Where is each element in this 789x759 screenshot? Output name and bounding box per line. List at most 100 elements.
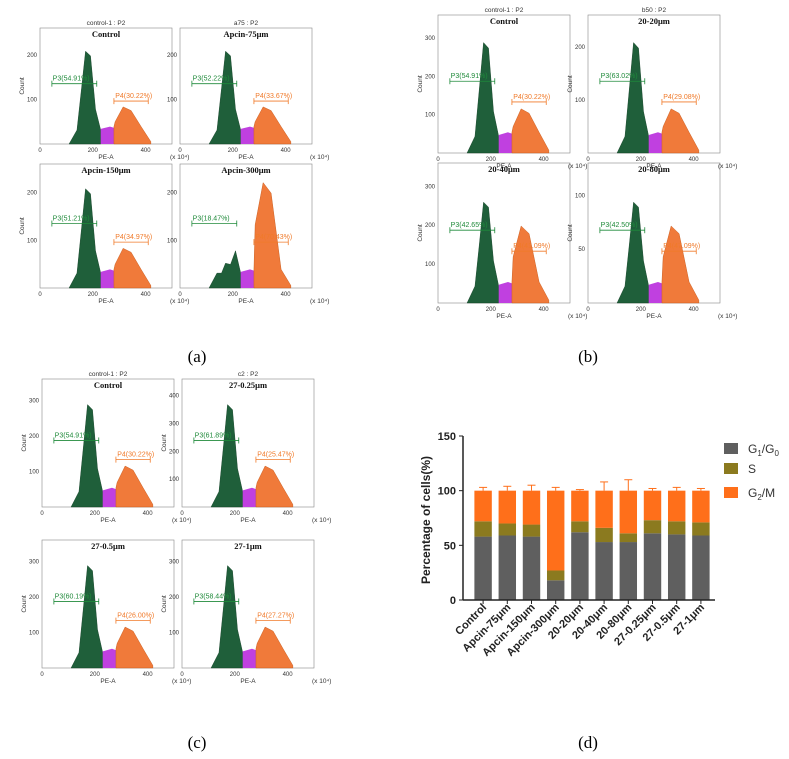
- histogram-x-unit: (x 10⁴): [718, 163, 737, 170]
- histogram-y-tick: 200: [425, 223, 436, 229]
- histogram-x-tick: 200: [486, 157, 497, 163]
- histogram-y-tick: 100: [27, 97, 38, 103]
- histogram-y-label: Count: [161, 595, 168, 613]
- histogram-y-tick: 100: [167, 97, 178, 103]
- legend-swatch-g2m: [724, 487, 738, 498]
- histogram-condition: Apcin-300μm: [221, 165, 270, 175]
- histogram-g2-peak: [511, 225, 550, 304]
- histogram-x-unit: (x 10⁴): [312, 678, 331, 685]
- bar-s: [474, 521, 492, 537]
- histogram-frame: [437, 162, 571, 304]
- histogram-panel-3: Apcin-150μm 100 200 0 200 400 PE-A (x 10⁴) Count…: [19, 163, 189, 305]
- histogram-layer: control-1 : P2 Control 100 200 0 200 400 PE-A (x…: [19, 7, 737, 685]
- gate-p3-label: P3(63.02%): [601, 73, 638, 80]
- gate-p4-label: P4(30.22%): [117, 452, 154, 459]
- histogram-condition: 20-80μm: [638, 164, 670, 174]
- histogram-g1-peak: [70, 565, 103, 669]
- legend-swatch-g1: [724, 443, 738, 454]
- cell-cycle-bar-chart: 050100150ControlApcin-75μmApcin-150μmApc…: [419, 431, 779, 659]
- histogram-frame: [181, 378, 315, 508]
- histogram-condition: 27-0.5μm: [91, 541, 125, 551]
- bar-g1-g0: [474, 536, 492, 600]
- histogram-s-region: [498, 132, 512, 153]
- histogram-file-title: control-1 : P2: [89, 371, 128, 378]
- histogram-y-tick: 200: [167, 191, 178, 197]
- gate-p3-label: P3(54.91%): [451, 73, 488, 80]
- gate-p3-label: P3(18.47%): [193, 216, 230, 223]
- histogram-x-unit: (x 10⁴): [312, 517, 331, 524]
- histogram-x-tick: 400: [143, 672, 154, 678]
- histogram-y-tick: 300: [169, 559, 180, 565]
- histogram-s-region: [648, 282, 662, 303]
- histogram-x-unit: (x 10⁴): [718, 313, 737, 320]
- histogram-panel-8: 20-80μm 50 100 0 200 400 PE-A (x 10⁴) Count P3(42…: [567, 162, 737, 320]
- histogram-x-tick: 400: [689, 307, 700, 313]
- histogram-x-tick: 200: [88, 292, 99, 298]
- histogram-frame: [587, 162, 721, 304]
- histogram-s-region: [102, 648, 116, 668]
- gate-p3-label: P3(61.89%): [195, 432, 232, 439]
- histogram-y-tick: 100: [425, 262, 436, 268]
- y-tick-label: 150: [438, 431, 456, 443]
- bar-s: [667, 521, 686, 535]
- histogram-panel-12: 27-1μm 100 200 300 0 200 400 PE-A (x 10⁴) Count P3…: [161, 539, 331, 685]
- histogram-g2-peak: [115, 465, 154, 508]
- histogram-condition: Control: [94, 380, 123, 390]
- gate-p4-label: P4(26.00%): [117, 613, 154, 620]
- histogram-x-label: PE-A: [100, 517, 116, 524]
- histogram-x-tick: 400: [283, 672, 294, 678]
- histogram-x-tick: 0: [180, 511, 184, 517]
- histogram-panel-7: 20-40μm 100 200 300 0 200 400 PE-A (x 10⁴) Count P…: [417, 162, 587, 320]
- histogram-s-region: [100, 269, 114, 288]
- histogram-y-tick: 200: [169, 595, 180, 601]
- histogram-x-tick: 200: [90, 511, 101, 517]
- histogram-x-unit: (x 10⁴): [568, 163, 587, 170]
- bar-g2-m: [667, 490, 686, 522]
- histogram-x-tick: 400: [143, 511, 154, 517]
- histogram-x-tick: 200: [90, 672, 101, 678]
- histogram-x-unit: (x 10⁴): [172, 678, 191, 685]
- histogram-x-tick: 200: [230, 511, 241, 517]
- bar-g1-g0: [619, 542, 638, 600]
- histogram-g1-peak: [466, 42, 499, 154]
- histogram-y-tick: 300: [425, 184, 436, 190]
- histogram-file-title: c2 : P2: [238, 371, 259, 378]
- histogram-x-tick: 0: [178, 292, 182, 298]
- histogram-y-tick: 100: [169, 477, 180, 483]
- histogram-y-tick: 200: [425, 74, 436, 80]
- histogram-y-tick: 100: [27, 238, 38, 244]
- histogram-x-label: PE-A: [238, 298, 254, 305]
- bar-s: [595, 527, 613, 543]
- bar-g2-m: [522, 490, 541, 525]
- histogram-x-label: PE-A: [496, 163, 512, 170]
- gate-p3-label: P3(52.22%): [193, 76, 230, 83]
- gate-p4-label: P4(34.97%): [115, 234, 152, 241]
- histogram-x-tick: 0: [40, 672, 44, 678]
- histogram-s-region: [498, 282, 512, 303]
- histogram-x-tick: 400: [689, 157, 700, 163]
- histogram-x-label: PE-A: [240, 678, 256, 685]
- histogram-y-label: Count: [161, 434, 168, 452]
- histogram-x-tick: 400: [281, 292, 292, 298]
- histogram-frame: [179, 27, 313, 145]
- histogram-x-tick: 0: [586, 157, 590, 163]
- bar-s: [546, 570, 565, 581]
- histogram-condition: 20-20μm: [638, 16, 670, 26]
- histogram-condition: Control: [490, 16, 519, 26]
- gate-p4-label: P4(47.09%): [663, 243, 700, 250]
- histogram-s-region: [102, 487, 116, 507]
- histogram-file-title: control-1 : P2: [485, 7, 524, 14]
- gate-p3-label: P3(42.65%): [451, 222, 488, 229]
- histogram-y-label: Count: [21, 434, 28, 452]
- bar-s: [498, 523, 517, 536]
- histogram-y-tick: 200: [575, 45, 586, 51]
- legend-label-s: S: [748, 462, 756, 476]
- histogram-g2-peak: [253, 182, 292, 289]
- gate-p4-label: P4(33.67%): [255, 93, 292, 100]
- histogram-y-tick: 200: [29, 434, 40, 440]
- histogram-g2-peak: [255, 465, 294, 508]
- histogram-condition: Apcin-150μm: [81, 165, 130, 175]
- histogram-s-region: [242, 487, 256, 507]
- histogram-g2-peak: [115, 626, 154, 669]
- histogram-frame: [179, 163, 313, 289]
